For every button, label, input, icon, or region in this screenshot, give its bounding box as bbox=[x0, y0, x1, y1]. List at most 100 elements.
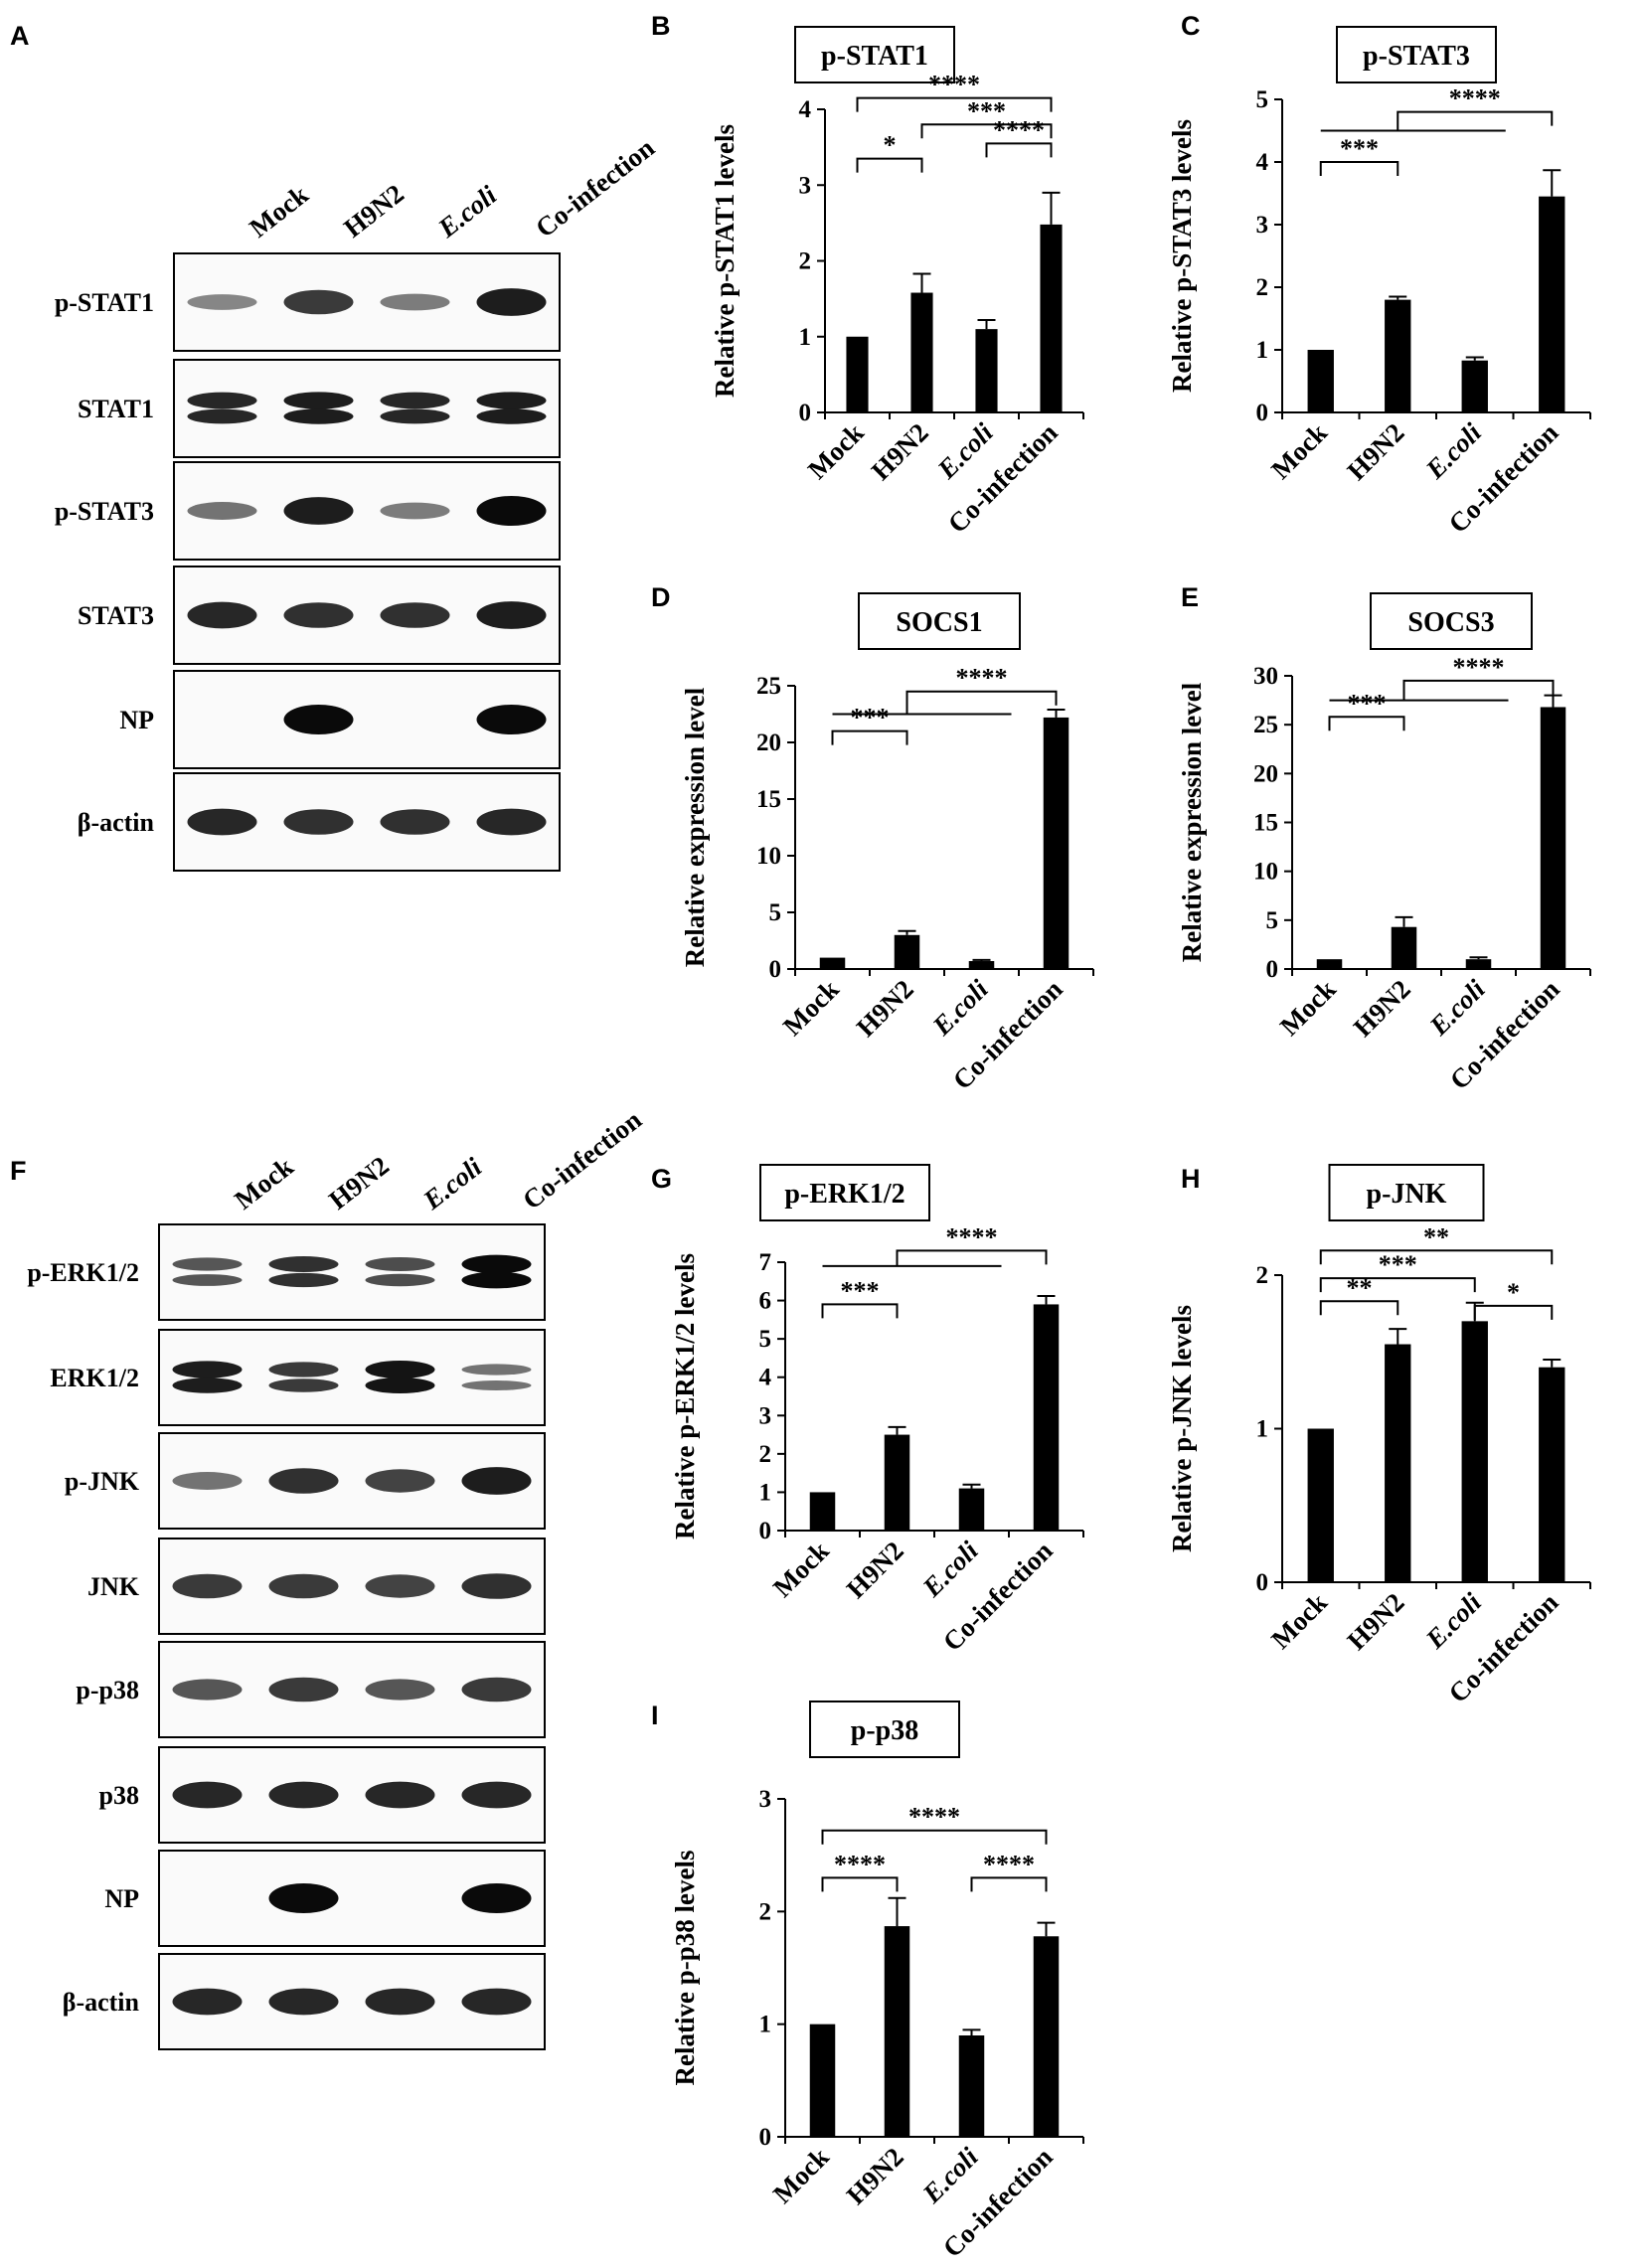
band bbox=[172, 1573, 243, 1599]
blot-row: JNK bbox=[87, 1538, 546, 1635]
y-tick-label: 10 bbox=[756, 843, 781, 870]
band bbox=[461, 1573, 532, 1599]
blot-frame bbox=[173, 359, 561, 458]
category-label: Mock bbox=[767, 1536, 835, 1603]
blot-row: β-actin bbox=[63, 1953, 546, 2050]
bar-chart-B: Bp-STAT1 Relative p-STAT1 levels 0 1 2 3 4 Mock… bbox=[651, 11, 1084, 539]
band bbox=[187, 392, 257, 409]
significance-label: **** bbox=[1453, 653, 1505, 682]
significance-bracket: ** bbox=[1319, 1273, 1399, 1316]
significance-bracket: *** bbox=[1319, 1250, 1476, 1293]
y-tick-label: 25 bbox=[756, 673, 781, 700]
bar-e-coli bbox=[958, 2035, 985, 2137]
y-tick-label: 15 bbox=[1253, 810, 1278, 837]
band bbox=[283, 392, 354, 409]
significance-bracket: *** bbox=[1328, 689, 1405, 731]
y-axis-label: Relative p-STAT3 levels bbox=[1167, 119, 1197, 393]
band bbox=[461, 1467, 532, 1495]
significance-bracket: **** bbox=[985, 115, 1053, 158]
y-tick-label: 7 bbox=[759, 1249, 772, 1276]
band bbox=[380, 502, 450, 520]
y-axis-label: Relative p-JNK levels bbox=[1167, 1305, 1197, 1552]
significance-bracket: ** bbox=[1319, 1222, 1554, 1265]
y-tick-label: 25 bbox=[1253, 712, 1278, 738]
y-tick-label: 0 bbox=[1256, 400, 1269, 426]
y-tick-label: 15 bbox=[756, 786, 781, 813]
significance-bracket: * bbox=[856, 131, 923, 173]
blot-row: p38 bbox=[99, 1746, 546, 1844]
band bbox=[187, 294, 257, 310]
blot-row: p-JNK bbox=[65, 1432, 546, 1530]
bar-e-coli bbox=[1461, 360, 1488, 412]
bracket-line bbox=[831, 729, 908, 745]
band bbox=[476, 705, 547, 734]
category-label: E.coli bbox=[1419, 1587, 1487, 1655]
protein-label: JNK bbox=[87, 1572, 140, 1601]
band bbox=[172, 1988, 243, 2016]
significance-label: *** bbox=[1379, 1250, 1417, 1279]
significance-bracket: *** bbox=[831, 704, 908, 745]
band bbox=[268, 1378, 339, 1392]
bar-h9n2 bbox=[894, 934, 920, 969]
protein-label: p-p38 bbox=[76, 1676, 139, 1704]
protein-label: STAT1 bbox=[78, 395, 154, 423]
y-tick-label: 0 bbox=[759, 1518, 772, 1544]
bar-e-coli bbox=[1465, 959, 1492, 969]
band bbox=[461, 1988, 532, 2016]
band bbox=[268, 1988, 339, 2016]
significance-bracket: **** bbox=[1329, 653, 1555, 702]
band bbox=[365, 1781, 435, 1809]
band bbox=[283, 602, 354, 628]
significance-bracket: **** bbox=[832, 664, 1058, 716]
band bbox=[365, 1574, 435, 1598]
significance-bracket: *** bbox=[1319, 134, 1399, 176]
category-label: H9N2 bbox=[841, 1536, 909, 1604]
bar-mock bbox=[809, 2024, 836, 2137]
y-axis-label: Relative p-ERK1/2 levels bbox=[670, 1253, 700, 1539]
bracket-line bbox=[970, 1876, 1048, 1892]
bracket-line bbox=[1319, 1249, 1554, 1265]
chart-title-box bbox=[1328, 1164, 1485, 1221]
y-tick-label: 1 bbox=[799, 324, 812, 351]
bar-h9n2 bbox=[884, 1926, 910, 2137]
y-tick-label: 0 bbox=[799, 400, 812, 426]
bar-e-coli bbox=[975, 329, 998, 412]
bar-mock bbox=[846, 336, 869, 412]
y-tick-label: 2 bbox=[1256, 274, 1269, 301]
y-tick-label: 20 bbox=[756, 729, 781, 756]
band bbox=[283, 809, 354, 835]
y-tick-label: 1 bbox=[1256, 1416, 1269, 1443]
western-blot-A: A Mock H9N2 E.coli Co-infection p-STAT1 STAT1 p… bbox=[10, 21, 660, 872]
band bbox=[461, 1254, 532, 1274]
band bbox=[172, 1781, 243, 1809]
y-tick-label: 2 bbox=[759, 1898, 772, 1925]
band bbox=[476, 601, 547, 629]
y-tick-label: 0 bbox=[1266, 956, 1279, 983]
significance-bracket: **** bbox=[1320, 84, 1554, 132]
bracket-line bbox=[1319, 1277, 1476, 1293]
y-tick-label: 0 bbox=[1256, 1569, 1269, 1596]
blot-row: STAT1 bbox=[78, 359, 561, 458]
significance-bracket: **** bbox=[856, 71, 1053, 112]
band bbox=[365, 1988, 435, 2016]
y-tick-label: 1 bbox=[759, 2012, 772, 2038]
lane-label: E.coli bbox=[416, 1152, 487, 1216]
significance-label: *** bbox=[1348, 689, 1387, 718]
blot-row: p-ERK1/2 bbox=[27, 1223, 546, 1321]
category-label: Mock bbox=[1265, 1587, 1333, 1655]
bracket-line bbox=[1397, 110, 1554, 131]
bar-co-infection bbox=[1033, 1304, 1060, 1531]
band bbox=[365, 1679, 435, 1701]
bracket-line bbox=[905, 690, 1058, 715]
band bbox=[268, 1883, 339, 1913]
band bbox=[476, 392, 547, 409]
chart-title: p-p38 bbox=[851, 1715, 918, 1746]
band bbox=[380, 809, 450, 835]
lane-label: E.coli bbox=[431, 180, 502, 244]
band bbox=[187, 502, 257, 520]
significance-bracket: **** bbox=[821, 1803, 1048, 1845]
chart-title-box bbox=[858, 592, 1021, 650]
band bbox=[380, 408, 450, 424]
significance-bracket: **** bbox=[970, 1850, 1048, 1892]
